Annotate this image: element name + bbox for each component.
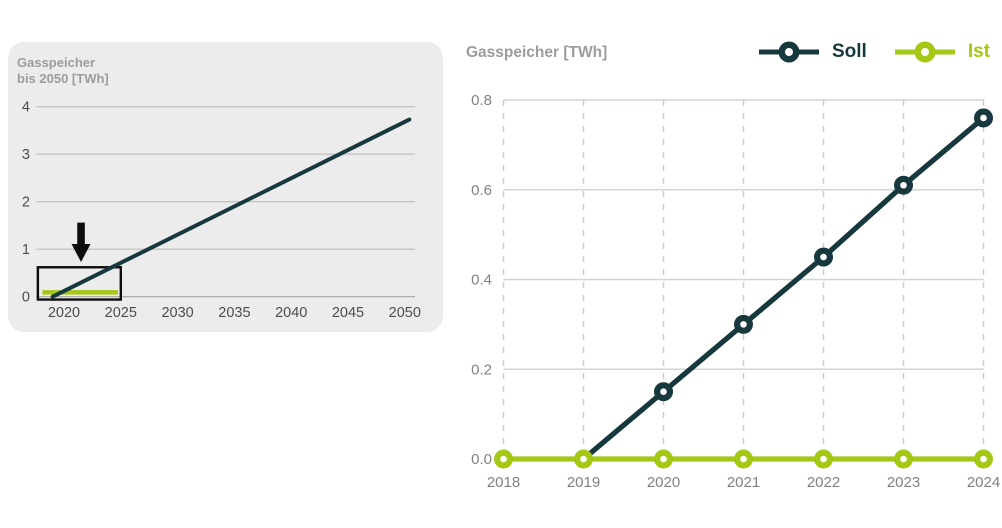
down-arrow-icon — [71, 222, 91, 263]
svg-text:2035: 2035 — [218, 305, 250, 321]
soll-marker-icon — [758, 41, 819, 63]
svg-text:2020: 2020 — [48, 305, 80, 321]
svg-text:0.2: 0.2 — [471, 361, 492, 378]
svg-text:2040: 2040 — [275, 305, 307, 321]
legend-item-ist: Ist — [893, 39, 990, 65]
svg-text:1: 1 — [22, 242, 30, 258]
overview-title-line1: Gasspeicher — [17, 55, 96, 70]
right-y-tick-labels: 0.0 0.2 0.4 0.6 0.8 — [471, 92, 492, 468]
svg-text:2021: 2021 — [727, 474, 760, 491]
left-y-gridlines — [36, 106, 415, 298]
svg-text:0.6: 0.6 — [471, 182, 492, 199]
svg-text:2022: 2022 — [807, 474, 840, 491]
svg-text:2020: 2020 — [647, 474, 680, 491]
svg-text:2018: 2018 — [487, 474, 520, 491]
svg-text:2023: 2023 — [887, 474, 920, 491]
overview-chart-title: Gasspeicher bis 2050 [TWh] — [17, 55, 109, 87]
ist-marker-icon — [894, 41, 955, 63]
left-y-tick-labels: 0 1 2 3 4 — [22, 100, 30, 306]
svg-text:2025: 2025 — [105, 305, 137, 321]
svg-text:0.0: 0.0 — [471, 451, 492, 468]
detail-chart-title: Gasspeicher [TWh] — [466, 44, 608, 61]
svg-text:2050: 2050 — [389, 305, 421, 321]
legend-label-soll: Soll — [831, 41, 867, 62]
svg-text:2019: 2019 — [567, 474, 600, 491]
svg-text:0.4: 0.4 — [471, 272, 492, 289]
svg-text:4: 4 — [22, 100, 30, 116]
overview-title-line2: bis 2050 [TWh] — [17, 71, 109, 86]
overview-chart: 0 1 2 3 4 2020 2025 2030 2035 2040 2045 2050 — [22, 100, 421, 321]
legend: Soll Ist — [757, 39, 990, 65]
svg-text:2045: 2045 — [332, 305, 364, 321]
svg-text:2030: 2030 — [161, 305, 193, 321]
svg-text:3: 3 — [22, 147, 30, 163]
left-series-soll — [50, 117, 412, 299]
highlight-box — [36, 266, 123, 301]
series-ist — [494, 449, 993, 469]
legend-item-soll: Soll — [757, 39, 867, 65]
series-soll — [580, 108, 993, 462]
svg-text:2: 2 — [22, 195, 30, 211]
overview-chart-card: 0 1 2 3 4 2020 2025 2030 2035 2040 2045 2050 Gasspe… — [8, 42, 443, 332]
legend-label-ist: Ist — [967, 41, 990, 62]
svg-text:0.8: 0.8 — [471, 92, 492, 109]
left-x-tick-labels: 2020 2025 2030 2035 2040 2045 2050 — [48, 305, 421, 321]
right-x-tick-labels: 2018 2019 2020 2021 2022 2023 2024 — [487, 474, 1000, 491]
svg-text:2024: 2024 — [967, 474, 1000, 491]
svg-text:0: 0 — [22, 290, 30, 306]
